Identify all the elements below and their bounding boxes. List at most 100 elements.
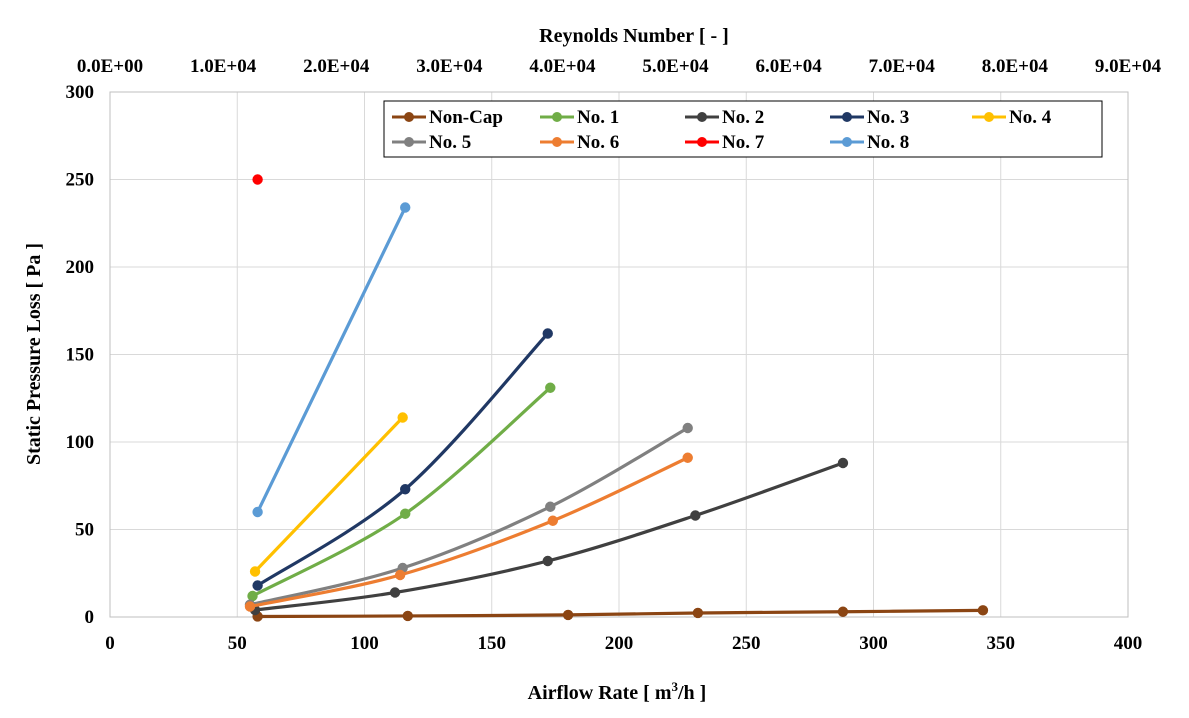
legend-label: No. 2 — [722, 107, 764, 128]
data-point — [837, 606, 849, 617]
x2-tick-label: 0.0E+00 — [77, 56, 143, 77]
legend-items: Non-Cap No. 1 No. 2 No. 3 No. 4 No. 5 No. 6 No.… — [392, 107, 1052, 153]
data-point — [977, 605, 989, 616]
legend-marker — [984, 112, 994, 122]
x2-tick-label: 3.0E+04 — [416, 56, 483, 77]
data-point — [400, 508, 411, 519]
series-no-8 — [252, 202, 411, 518]
legend-label: No. 7 — [722, 132, 765, 153]
data-point — [402, 610, 413, 622]
y-axis-title: Static Pressure Loss [ Pa ] — [23, 243, 45, 465]
legend-marker — [552, 112, 562, 122]
x-axis-title: Airflow Rate [ m3/h ] — [528, 679, 707, 704]
x2-tick-label: 2.0E+04 — [303, 56, 370, 77]
grid-lines — [109, 91, 1129, 618]
legend: Non-Cap No. 1 No. 2 No. 3 No. 4 No. 5 No. 6 No.… — [383, 100, 1103, 158]
x-tick-label: 250 — [732, 633, 761, 654]
series-line — [257, 608, 983, 619]
data-point — [682, 422, 693, 434]
x-axis-title-tail: /h ] — [677, 682, 706, 704]
legend-label: No. 5 — [429, 132, 471, 153]
data-point — [542, 555, 553, 567]
legend-marker — [404, 112, 414, 122]
x2-tick-label: 5.0E+04 — [642, 56, 709, 77]
x2-tick-label: 6.0E+04 — [756, 56, 823, 77]
series-no-1 — [247, 382, 556, 602]
x-tick-label: 300 — [859, 633, 888, 654]
data-point — [545, 382, 556, 393]
series-line — [256, 206, 407, 513]
x-axis-title-superscript: 3 — [672, 679, 679, 694]
x2-tick-label: 9.0E+04 — [1095, 56, 1162, 77]
legend-item: No. 4 — [972, 107, 1052, 128]
legend-label: No. 8 — [867, 132, 909, 153]
x-tick-label: 100 — [350, 633, 379, 654]
y-tick-label: 0 — [85, 607, 95, 628]
x-axis-tick-labels: 0 50 100 150 200 250 300 350 400 — [105, 633, 1142, 654]
x2-tick-label: 7.0E+04 — [869, 56, 936, 77]
legend-marker — [552, 137, 562, 147]
x-tick-label: 350 — [987, 633, 1016, 654]
data-point — [252, 174, 263, 185]
legend-marker — [404, 137, 414, 147]
y-axis-tick-labels: 0 50 100 150 200 250 300 — [66, 82, 95, 628]
series-layer — [244, 174, 989, 622]
x-tick-label: 400 — [1114, 633, 1143, 654]
series-no-7 — [252, 174, 263, 185]
series-no-6 — [244, 452, 693, 612]
top-axis-tick-labels: 0.0E+00 1.0E+04 2.0E+04 3.0E+04 4.0E+04 5.0E+… — [77, 56, 1162, 77]
legend-box — [383, 100, 1103, 158]
x-axis-title-main: Airflow Rate [ m — [528, 682, 672, 704]
data-point — [394, 569, 406, 581]
legend-item: No. 1 — [540, 107, 619, 128]
data-point — [244, 601, 256, 612]
data-point — [692, 607, 704, 619]
data-point — [389, 587, 401, 598]
legend-label: No. 3 — [867, 107, 909, 128]
series-no-4 — [249, 412, 408, 577]
legend-label: No. 4 — [1009, 107, 1052, 128]
plot-area-frame — [109, 91, 1129, 618]
y-tick-label: 300 — [66, 82, 95, 103]
data-point — [252, 506, 263, 518]
data-point — [562, 609, 574, 621]
y-tick-label: 50 — [75, 520, 94, 541]
data-point — [690, 510, 701, 521]
data-point — [252, 580, 263, 591]
x-tick-label: 0 — [105, 633, 115, 654]
x2-tick-label: 4.0E+04 — [529, 56, 596, 77]
y-tick-label: 250 — [66, 170, 95, 191]
series-line — [253, 416, 404, 573]
data-point — [247, 590, 258, 602]
x2-tick-label: 8.0E+04 — [982, 56, 1049, 77]
y-tick-label: 100 — [66, 432, 95, 453]
legend-item: Non-Cap — [392, 107, 503, 128]
legend-marker — [697, 137, 707, 147]
series-line — [249, 456, 689, 609]
data-point — [397, 412, 408, 423]
y-tick-label: 150 — [66, 345, 95, 366]
data-point — [547, 515, 559, 526]
series-non-cap — [252, 605, 989, 622]
legend-item: No. 3 — [830, 107, 909, 128]
data-point — [249, 566, 261, 577]
y-tick-label: 200 — [66, 257, 95, 278]
legend-marker — [697, 112, 707, 122]
series-no-2 — [249, 457, 849, 616]
legend-label: Non-Cap — [429, 107, 503, 128]
data-point — [837, 457, 849, 469]
data-point — [545, 501, 556, 512]
legend-label: No. 1 — [577, 107, 619, 128]
legend-label: No. 6 — [577, 132, 619, 153]
legend-marker — [842, 137, 852, 147]
data-point — [682, 452, 693, 463]
series-line — [249, 426, 689, 607]
x-tick-label: 200 — [605, 633, 634, 654]
x-tick-label: 150 — [478, 633, 507, 654]
x2-tick-label: 1.0E+04 — [190, 56, 257, 77]
legend-item: No. 6 — [540, 132, 619, 153]
x2-axis-title: Reynolds Number [ - ] — [539, 25, 729, 47]
series-line — [256, 332, 549, 587]
x-tick-label: 50 — [228, 633, 247, 654]
